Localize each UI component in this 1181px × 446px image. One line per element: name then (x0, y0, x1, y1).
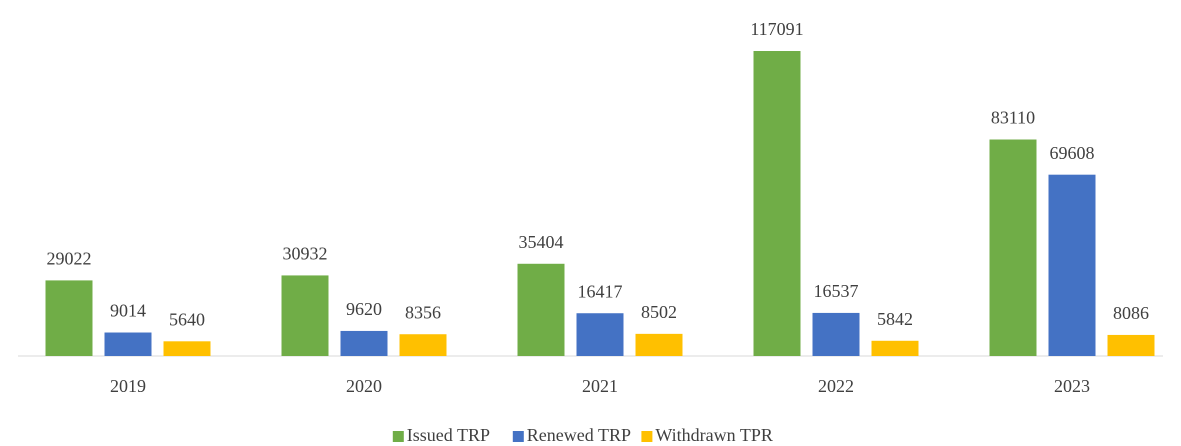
legend-swatch (641, 431, 653, 442)
data-label: 8356 (405, 302, 441, 322)
bar (635, 333, 683, 356)
bar (45, 280, 93, 356)
x-tick-label: 2021 (582, 376, 618, 396)
bar (1107, 334, 1155, 356)
data-label: 5842 (877, 309, 913, 329)
data-label: 29022 (47, 249, 92, 269)
data-label: 9620 (346, 299, 382, 319)
legend-label: Renewed TRP (527, 425, 631, 445)
data-label: 9014 (110, 301, 146, 321)
data-label: 16537 (814, 281, 859, 301)
bar (281, 275, 329, 356)
bar (340, 330, 388, 356)
bar (104, 332, 152, 356)
x-tick-label: 2022 (818, 376, 854, 396)
legend-swatch (512, 431, 524, 442)
data-label: 8086 (1113, 303, 1149, 323)
data-label: 5640 (169, 309, 205, 329)
bar (399, 334, 447, 356)
legend-label: Issued TRP (407, 425, 490, 445)
bar (753, 51, 801, 356)
data-label: 30932 (283, 244, 328, 264)
data-label: 69608 (1050, 143, 1095, 163)
bar (989, 139, 1037, 356)
bar (1048, 174, 1096, 356)
x-tick-label: 2023 (1054, 376, 1090, 396)
legend-label: Withdrawn TPR (655, 425, 772, 445)
bar (517, 263, 565, 356)
bar (812, 312, 860, 356)
data-label: 117091 (750, 19, 803, 39)
data-label: 35404 (519, 232, 564, 252)
data-label: 83110 (991, 108, 1035, 128)
x-tick-label: 2019 (110, 376, 146, 396)
bar (871, 340, 919, 356)
x-tick-label: 2020 (346, 376, 382, 396)
bar (163, 341, 211, 356)
legend-swatch (392, 431, 404, 442)
data-label: 16417 (578, 281, 623, 301)
data-label: 8502 (641, 302, 677, 322)
bar (576, 313, 624, 356)
